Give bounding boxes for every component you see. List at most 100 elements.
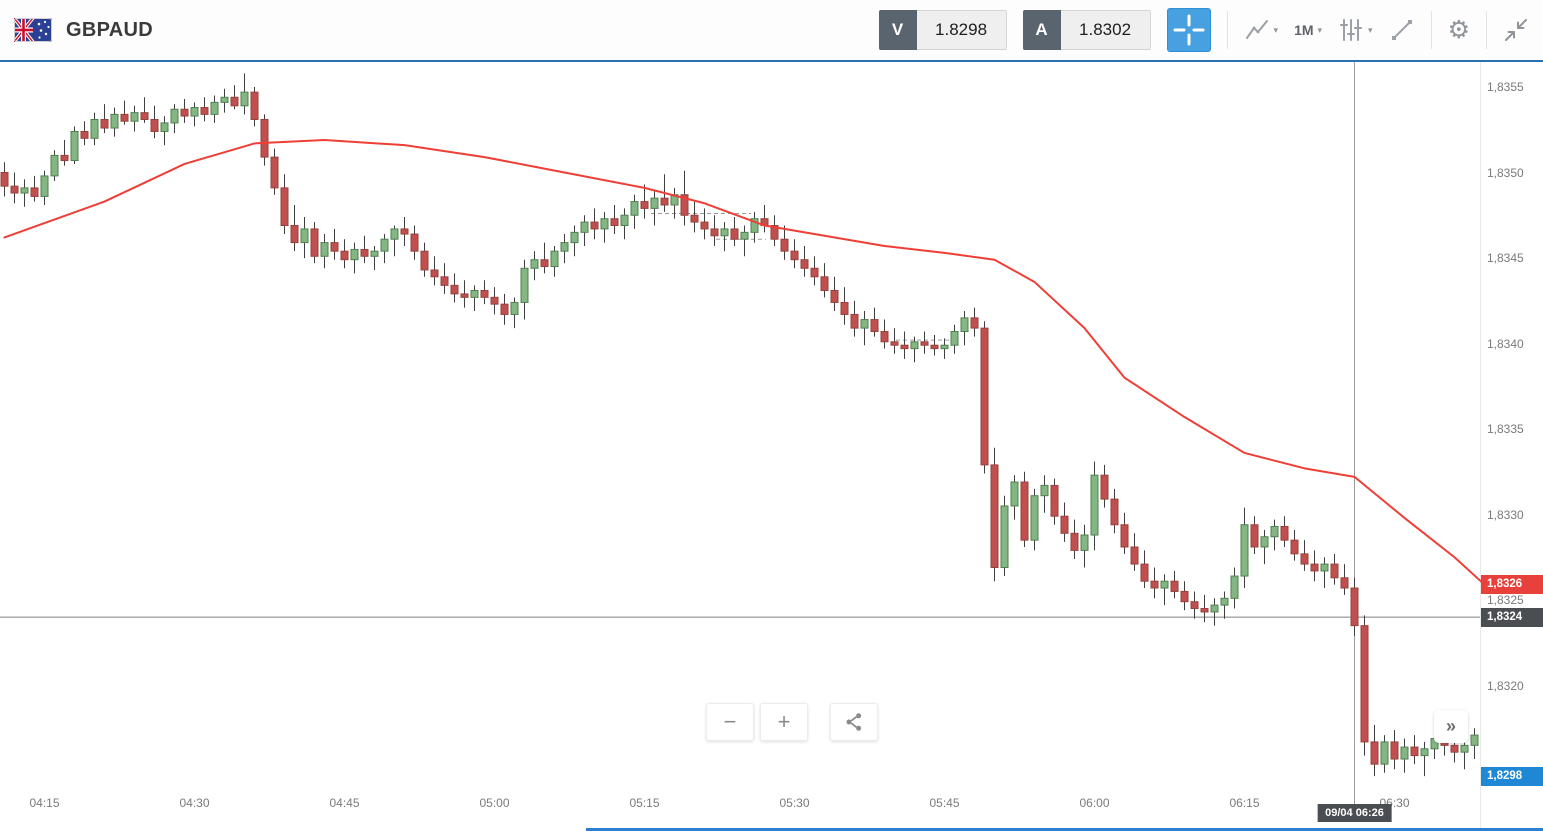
candle-body <box>150 118 159 132</box>
candle-body <box>430 269 439 278</box>
candle-body <box>140 112 149 120</box>
crosshair-tool-button[interactable] <box>1166 8 1211 52</box>
candle-body <box>710 228 719 237</box>
candle-body <box>1030 495 1039 541</box>
collapse-chart-button[interactable] <box>1503 17 1529 43</box>
candle-body <box>860 319 869 329</box>
zoom-in-button[interactable]: + <box>760 703 808 741</box>
settings-button[interactable]: ⚙ <box>1447 15 1470 44</box>
chart-scrollbar[interactable] <box>0 828 1543 831</box>
candle-body <box>790 250 799 261</box>
candle-body <box>1260 536 1269 548</box>
candle-body <box>170 108 179 124</box>
candle-body <box>420 250 429 271</box>
candle-body <box>1190 601 1199 610</box>
zoom-out-button[interactable]: − <box>706 703 754 741</box>
candle-body <box>1110 498 1119 526</box>
candle-body <box>680 194 689 216</box>
candle-body <box>970 317 979 329</box>
candle-body <box>900 344 909 350</box>
candle-body <box>950 331 959 346</box>
candle-body <box>720 228 729 237</box>
chart-scrollbar-fill <box>586 828 1543 831</box>
time-tick: 04:15 <box>29 796 60 810</box>
chevron-down-icon: ▾ <box>1368 24 1373 35</box>
candle-body <box>740 231 749 240</box>
candle-body <box>1130 546 1139 565</box>
candle-body <box>660 197 669 206</box>
candle-body <box>730 228 739 240</box>
gear-icon: ⚙ <box>1447 15 1470 44</box>
candle-body <box>540 259 549 268</box>
go-to-realtime-button[interactable]: » <box>1434 710 1468 743</box>
candle-body <box>1270 525 1279 538</box>
candle-body <box>1360 625 1369 743</box>
candle-body <box>1010 481 1019 507</box>
candle-body <box>160 122 169 132</box>
candle-body <box>1320 563 1329 572</box>
candle-body <box>230 96 239 107</box>
candle-body <box>320 242 329 257</box>
price-tick: 1,8325 <box>1487 593 1524 607</box>
buy-price[interactable]: 1.8302 <box>1060 10 1151 50</box>
candle-body <box>1370 741 1379 765</box>
candle-body <box>1330 563 1339 579</box>
toolbar-divider <box>1226 11 1228 49</box>
indicators-button[interactable]: ▾ <box>1338 17 1373 43</box>
instrument-header: GBPAUD <box>14 18 153 42</box>
candle-body <box>1380 741 1389 765</box>
toolbar-controls: V 1.8298 A 1.8302 <box>878 8 1529 52</box>
candle-body <box>990 464 999 569</box>
candle-body <box>350 248 359 261</box>
candle-body <box>60 154 69 162</box>
crosshair-time-badge: 09/04 06:26 <box>1317 804 1392 822</box>
candle-body <box>1230 575 1239 599</box>
timeframe-button[interactable]: 1M ▾ <box>1294 22 1322 38</box>
share-icon <box>844 712 864 732</box>
time-tick: 04:30 <box>179 796 210 810</box>
sell-price[interactable]: 1.8298 <box>916 10 1007 50</box>
draw-trendline-button[interactable] <box>1389 17 1415 43</box>
price-tick: 1,8330 <box>1487 507 1524 522</box>
candle-body <box>610 218 619 227</box>
candle-body <box>510 301 519 315</box>
candle-body <box>520 267 529 303</box>
candle-body <box>810 267 819 278</box>
time-tick: 06:00 <box>1079 796 1110 810</box>
candle-body <box>580 221 589 233</box>
candle-body <box>1170 580 1179 592</box>
candle-body <box>210 101 219 115</box>
candle-body <box>110 113 119 129</box>
candle-body <box>300 228 309 244</box>
price-tick: 1,8345 <box>1487 251 1524 265</box>
fast-forward-icon: » <box>1445 716 1456 736</box>
candlestick-chart[interactable] <box>0 62 1481 831</box>
time-tick: 05:00 <box>479 796 510 810</box>
candle-body <box>830 289 839 303</box>
candle-body <box>400 228 409 235</box>
buy-button[interactable]: A 1.8302 <box>1022 10 1151 50</box>
candle-body <box>500 303 509 315</box>
candle-body <box>1310 563 1319 572</box>
chevron-down-icon: ▾ <box>1317 24 1323 35</box>
candle-body <box>1140 563 1149 582</box>
candle-body <box>360 248 369 257</box>
candle-body <box>0 172 9 187</box>
candle-body <box>1470 734 1479 746</box>
candle-body <box>800 259 809 269</box>
candle-body <box>1120 524 1129 548</box>
sell-letter[interactable]: V <box>878 10 917 50</box>
candle-body <box>10 185 19 194</box>
buy-letter[interactable]: A <box>1022 10 1061 50</box>
timeframe-label[interactable]: 1M <box>1294 22 1314 38</box>
candle-body <box>410 233 419 252</box>
chart-type-button[interactable]: ▾ <box>1244 17 1278 43</box>
chart-toolbar: GBPAUD V 1.8298 A 1.8302 <box>0 0 1543 62</box>
candle-body <box>1040 484 1049 497</box>
sell-button[interactable]: V 1.8298 <box>878 10 1007 50</box>
share-button[interactable] <box>830 703 878 741</box>
price-tick: 1,8320 <box>1487 678 1524 693</box>
candle-body <box>1050 484 1059 517</box>
candle-body <box>780 238 789 252</box>
candle-body <box>600 218 609 230</box>
